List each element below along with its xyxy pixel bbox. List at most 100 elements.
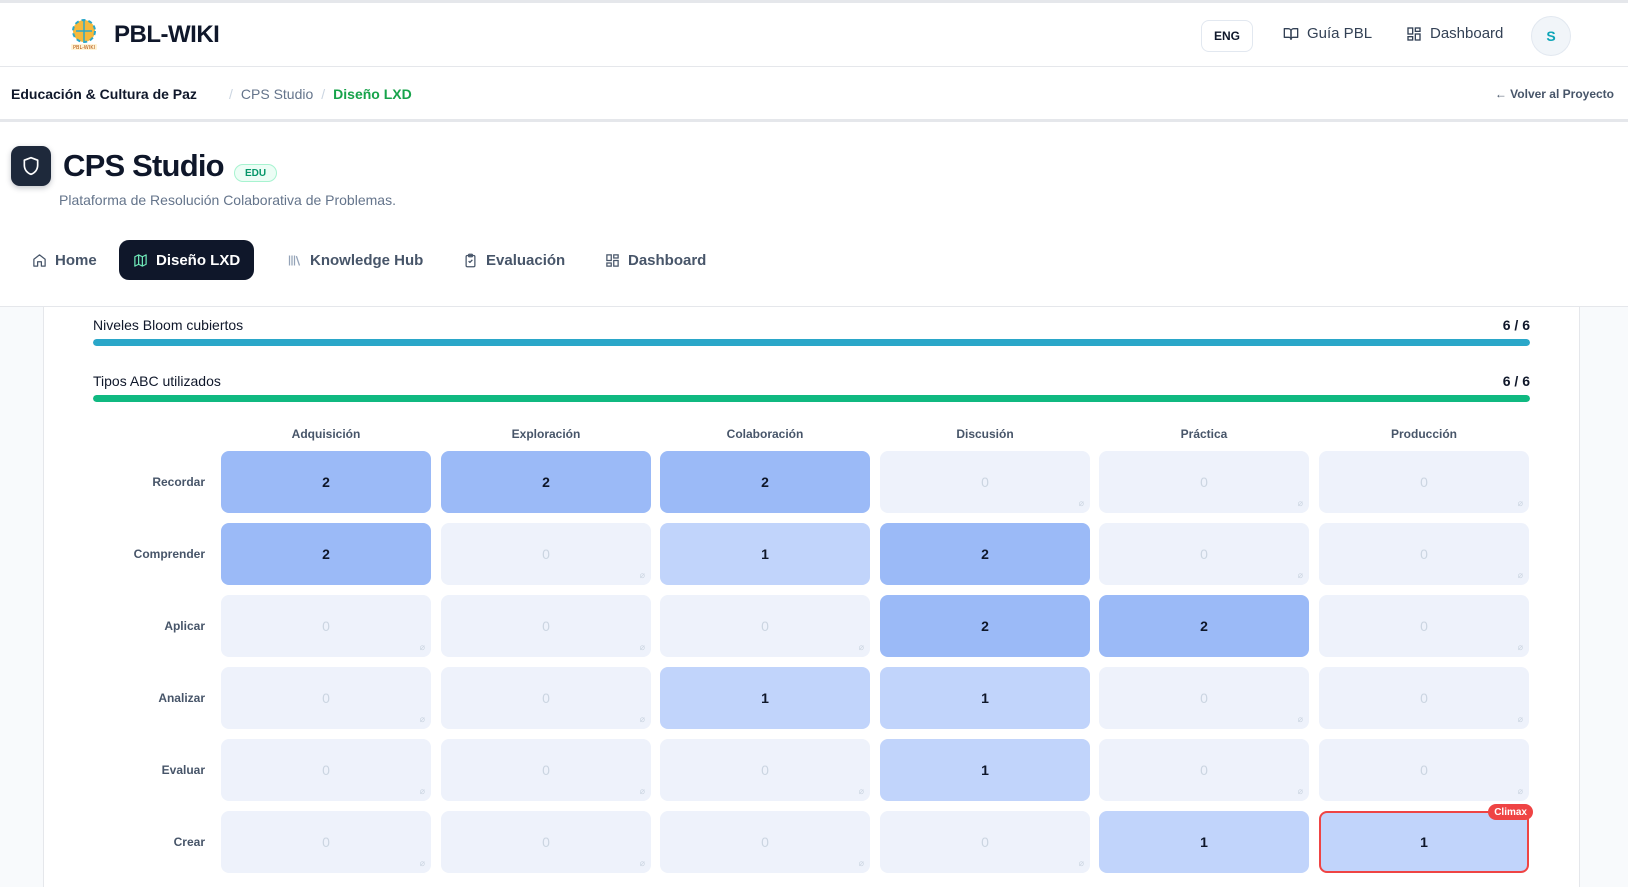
- empty-cell-marker-icon: ⌀: [639, 858, 645, 868]
- tab-home-label: Home: [55, 251, 97, 269]
- matrix-cell[interactable]: 0 ⌀: [880, 811, 1090, 873]
- matrix-cell[interactable]: 0 ⌀: [441, 811, 651, 873]
- matrix-row-header: Recordar: [152, 475, 205, 489]
- avatar[interactable]: S: [1531, 16, 1571, 56]
- empty-cell-marker-icon: ⌀: [419, 714, 425, 724]
- empty-cell-marker-icon: ⌀: [1517, 642, 1523, 652]
- matrix-cell-count: 0: [1200, 690, 1208, 706]
- matrix-cell[interactable]: 0 ⌀: [441, 739, 651, 801]
- matrix-cell[interactable]: 0 ⌀: [441, 667, 651, 729]
- empty-cell-marker-icon: ⌀: [858, 642, 864, 652]
- matrix-cell-count: 1: [761, 690, 769, 706]
- matrix-cell[interactable]: 0 ⌀: [1319, 739, 1529, 801]
- matrix-cell-count: 1: [981, 690, 989, 706]
- matrix-cell-count: 2: [1200, 618, 1208, 634]
- abc-usage-value: 6 / 6: [1502, 373, 1530, 389]
- book-open-icon: [1283, 27, 1299, 40]
- matrix-cell-count: 0: [981, 474, 989, 490]
- matrix-cell[interactable]: 0 ⌀: [1319, 523, 1529, 585]
- matrix-cell-count: 0: [761, 618, 769, 634]
- matrix-cell[interactable]: 1 Climax: [1319, 804, 1533, 873]
- matrix-cell[interactable]: 2: [221, 451, 431, 513]
- matrix-column-header: Práctica: [1180, 427, 1228, 441]
- matrix-cell[interactable]: 1: [660, 667, 870, 729]
- matrix-cell-count: 1: [1200, 834, 1208, 850]
- guide-link-label: Guía PBL: [1307, 25, 1373, 42]
- tab-knowledge-hub[interactable]: Knowledge Hub: [273, 240, 437, 280]
- matrix-cell-count: 0: [542, 762, 550, 778]
- clipboard-check-icon: [465, 253, 476, 267]
- matrix-column-header: Producción: [1390, 427, 1457, 441]
- matrix-cell[interactable]: 0 ⌀: [880, 451, 1090, 513]
- matrix-cell-count: 0: [1200, 474, 1208, 490]
- back-to-project-link[interactable]: ← Volver al Proyecto: [1494, 87, 1614, 101]
- matrix-cell[interactable]: 0 ⌀: [1099, 523, 1309, 585]
- matrix-cell-count: 0: [761, 834, 769, 850]
- breadcrumb-item-cps-studio[interactable]: CPS Studio: [240, 86, 314, 102]
- logo-icon[interactable]: PBL-WIKI: [66, 17, 102, 53]
- matrix-cell[interactable]: 0 ⌀: [441, 595, 651, 657]
- breadcrumb-bar: Educación & Cultura de Paz / CPS Studio …: [0, 67, 1628, 122]
- guide-link[interactable]: Guía PBL: [1283, 25, 1372, 42]
- empty-cell-marker-icon: ⌀: [1517, 570, 1523, 580]
- matrix-cell[interactable]: 0 ⌀: [221, 595, 431, 657]
- tab-lxd-design[interactable]: Diseño LXD: [119, 240, 255, 280]
- matrix-cell[interactable]: 2: [441, 451, 651, 513]
- matrix-cell[interactable]: 0 ⌀: [1099, 739, 1309, 801]
- empty-cell-marker-icon: ⌀: [1297, 498, 1303, 508]
- matrix-cell-count: 1: [981, 762, 989, 778]
- matrix-cell-count: 0: [1420, 474, 1428, 490]
- breadcrumb: / CPS Studio / Diseño LXD: [229, 86, 412, 102]
- map-icon: [134, 253, 147, 267]
- project-subtitle: Plataforma de Resolución Colaborativa de…: [59, 192, 396, 208]
- empty-cell-marker-icon: ⌀: [1078, 498, 1084, 508]
- tab-dashboard[interactable]: Dashboard: [591, 240, 720, 280]
- empty-cell-marker-icon: ⌀: [1297, 570, 1303, 580]
- empty-cell-marker-icon: ⌀: [1517, 714, 1523, 724]
- matrix-cell[interactable]: 0 ⌀: [221, 667, 431, 729]
- matrix-cell-count: 0: [322, 834, 330, 850]
- matrix-column-header: Exploración: [511, 427, 581, 441]
- project-category-badge: EDU: [234, 164, 278, 182]
- matrix-cell[interactable]: 2: [880, 595, 1090, 657]
- app-name[interactable]: PBL-WIKI: [114, 21, 220, 48]
- matrix-cell-count: 2: [322, 546, 330, 562]
- matrix-cell[interactable]: 0 ⌀: [221, 811, 431, 873]
- matrix-cell[interactable]: 2: [1099, 595, 1309, 657]
- matrix-cell[interactable]: 0 ⌀: [441, 523, 651, 585]
- matrix-cell-count: 0: [1420, 690, 1428, 706]
- matrix-cell[interactable]: 2: [660, 451, 870, 513]
- matrix-cell-count: 2: [322, 474, 330, 490]
- language-toggle-button[interactable]: ENG: [1201, 20, 1253, 52]
- matrix-cell[interactable]: 1: [660, 523, 870, 585]
- tab-evaluation[interactable]: Evaluación: [449, 240, 579, 280]
- matrix-cell-count: 0: [322, 618, 330, 634]
- matrix-cell[interactable]: 0 ⌀: [1319, 595, 1529, 657]
- matrix-cell[interactable]: 1: [880, 739, 1090, 801]
- matrix-cell[interactable]: 2: [221, 523, 431, 585]
- empty-cell-marker-icon: ⌀: [419, 642, 425, 652]
- breadcrumb-project[interactable]: Educación & Cultura de Paz: [11, 86, 197, 102]
- tab-home[interactable]: Home: [18, 240, 111, 280]
- matrix-cell[interactable]: 0 ⌀: [221, 739, 431, 801]
- matrix-cell[interactable]: 1: [880, 667, 1090, 729]
- matrix-cell[interactable]: 0 ⌀: [660, 739, 870, 801]
- dashboard-grid-icon: [1407, 26, 1421, 41]
- matrix-cell-count: 2: [761, 474, 769, 490]
- matrix-cell[interactable]: 0 ⌀: [1319, 667, 1529, 729]
- breadcrumb-separator: /: [321, 86, 326, 102]
- empty-cell-marker-icon: ⌀: [1297, 786, 1303, 796]
- empty-cell-marker-icon: ⌀: [1517, 498, 1523, 508]
- matrix-cell[interactable]: 0 ⌀: [660, 595, 870, 657]
- library-icon: [288, 255, 301, 266]
- matrix-cell[interactable]: 0 ⌀: [660, 811, 870, 873]
- empty-cell-marker-icon: ⌀: [419, 786, 425, 796]
- matrix-cell[interactable]: 1: [1099, 811, 1309, 873]
- bloom-coverage-bar: [93, 339, 1530, 346]
- matrix-cell[interactable]: 0 ⌀: [1099, 451, 1309, 513]
- matrix-cell[interactable]: 2: [880, 523, 1090, 585]
- matrix-cell[interactable]: 0 ⌀: [1319, 451, 1529, 513]
- matrix-cell[interactable]: 0 ⌀: [1099, 667, 1309, 729]
- dashboard-link[interactable]: Dashboard: [1406, 25, 1503, 42]
- matrix-cell-count: 0: [1420, 546, 1428, 562]
